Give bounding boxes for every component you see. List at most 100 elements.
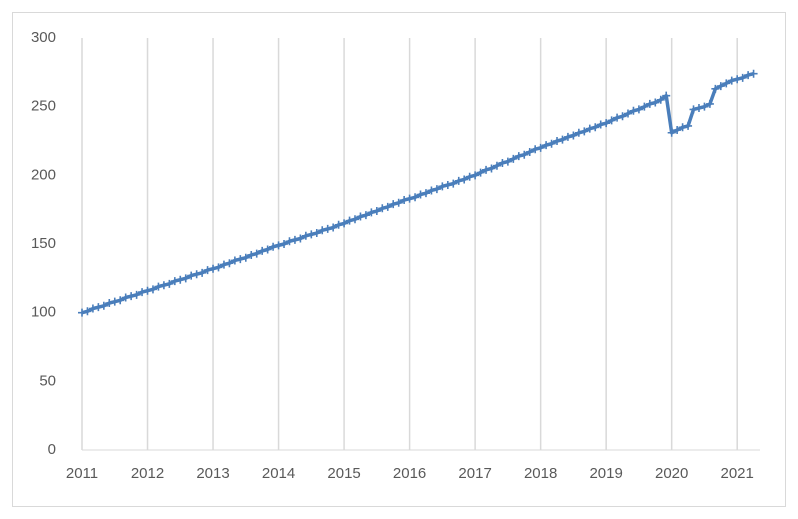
- point-marker: [574, 128, 583, 137]
- point-marker: [542, 141, 551, 150]
- point-marker: [421, 189, 430, 198]
- point-marker: [454, 176, 463, 185]
- point-marker: [127, 292, 136, 301]
- point-marker: [361, 211, 370, 220]
- point-marker: [372, 207, 381, 216]
- point-marker: [733, 75, 742, 84]
- point-marker: [280, 240, 289, 248]
- x-tick-label: 2015: [327, 465, 360, 482]
- point-marker: [749, 69, 758, 78]
- point-marker: [700, 102, 709, 111]
- point-marker: [651, 98, 660, 107]
- x-tick-label: 2018: [524, 465, 557, 482]
- point-marker: [667, 128, 676, 137]
- point-marker: [443, 180, 452, 189]
- y-tick-label: 150: [31, 235, 56, 252]
- point-marker: [110, 297, 119, 306]
- point-marker: [323, 224, 332, 233]
- point-marker: [132, 290, 141, 299]
- point-marker: [662, 91, 671, 100]
- point-marker: [356, 212, 365, 221]
- point-marker: [296, 234, 305, 243]
- point-marker: [383, 202, 392, 211]
- point-marker: [400, 196, 409, 205]
- point-marker: [476, 168, 485, 177]
- point-marker: [170, 277, 179, 286]
- y-tick-label: 0: [48, 441, 56, 458]
- point-marker: [460, 175, 469, 184]
- point-marker: [482, 165, 491, 174]
- point-marker: [252, 249, 261, 258]
- point-marker: [684, 121, 693, 130]
- x-tick-label: 2017: [458, 465, 491, 482]
- point-marker: [241, 253, 250, 262]
- point-marker: [531, 145, 540, 154]
- point-marker: [596, 120, 605, 129]
- point-marker: [154, 282, 163, 291]
- point-marker: [558, 135, 567, 144]
- point-marker: [607, 116, 616, 125]
- point-marker: [83, 307, 92, 316]
- point-marker: [181, 274, 190, 283]
- point-marker: [716, 82, 725, 91]
- point-marker: [563, 132, 572, 141]
- point-marker: [711, 84, 720, 93]
- point-marker: [613, 113, 622, 122]
- point-marker: [148, 285, 157, 294]
- point-marker: [329, 223, 338, 232]
- y-tick-label: 50: [39, 372, 56, 389]
- point-marker: [345, 216, 354, 225]
- point-marker: [656, 95, 665, 104]
- point-marker: [105, 299, 114, 308]
- point-marker: [591, 123, 600, 132]
- point-marker: [536, 143, 545, 152]
- point-marker: [520, 150, 529, 159]
- point-marker: [340, 219, 349, 228]
- point-marker: [514, 152, 523, 161]
- point-marker: [634, 105, 643, 114]
- point-marker: [722, 79, 731, 88]
- point-marker: [449, 179, 458, 188]
- point-marker: [159, 281, 168, 290]
- point-marker: [203, 266, 212, 275]
- point-marker: [394, 198, 403, 207]
- point-marker: [678, 123, 687, 132]
- point-marker: [503, 157, 512, 166]
- point-marker: [618, 112, 627, 121]
- point-marker: [694, 104, 703, 113]
- point-marker: [553, 137, 562, 145]
- point-marker: [192, 270, 201, 279]
- point-marker: [492, 161, 501, 170]
- point-marker: [569, 131, 578, 140]
- x-tick-label: 2011: [66, 465, 98, 482]
- point-marker: [285, 237, 294, 246]
- point-marker: [88, 304, 97, 313]
- x-tick-label: 2012: [131, 465, 164, 482]
- point-marker: [187, 271, 196, 280]
- point-marker: [509, 154, 518, 163]
- point-marker: [727, 76, 736, 85]
- point-marker: [673, 126, 682, 135]
- x-tick-label: 2020: [655, 465, 688, 482]
- point-marker: [405, 194, 414, 203]
- y-tick-label: 300: [31, 29, 56, 46]
- point-marker: [121, 293, 130, 302]
- point-marker: [705, 99, 714, 108]
- point-marker: [165, 279, 174, 288]
- point-marker: [416, 190, 425, 199]
- x-tick-label: 2014: [262, 465, 295, 482]
- point-marker: [198, 268, 207, 277]
- point-marker: [94, 303, 103, 312]
- y-tick-label: 250: [31, 98, 56, 115]
- point-marker: [689, 105, 698, 114]
- point-marker: [99, 301, 108, 310]
- x-tick-label: 2016: [393, 465, 426, 482]
- point-marker: [247, 250, 256, 259]
- x-tick-label: 2021: [721, 465, 754, 482]
- y-tick-label: 200: [31, 166, 56, 183]
- point-marker: [378, 204, 387, 213]
- point-marker: [307, 230, 316, 239]
- point-marker: [176, 275, 185, 284]
- point-marker: [367, 208, 376, 217]
- point-marker: [209, 264, 218, 273]
